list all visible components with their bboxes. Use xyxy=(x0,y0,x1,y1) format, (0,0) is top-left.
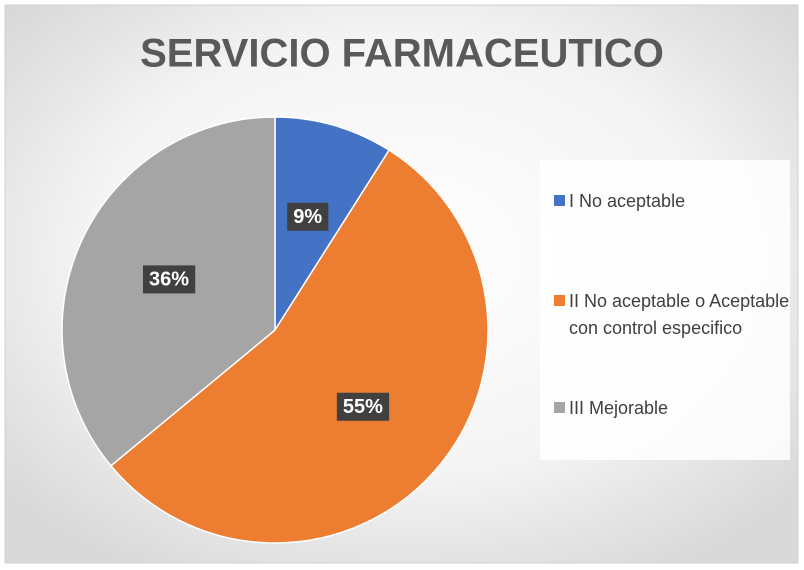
legend-swatch xyxy=(554,402,565,413)
legend-label: III Mejorable xyxy=(569,398,669,418)
legend-label: II No aceptable o Aceptable con control … xyxy=(569,291,790,338)
data-label-box xyxy=(287,202,329,231)
legend-label: I No aceptable xyxy=(569,191,686,211)
legend-item: II No aceptable o Aceptable con control … xyxy=(554,288,799,342)
legend-item: III Mejorable xyxy=(554,395,799,422)
data-label: 9% xyxy=(293,206,322,228)
chart-title: SERVICIO FARMACEUTICO xyxy=(140,32,664,76)
legend: I No aceptable II No aceptable o Aceptabl… xyxy=(540,160,790,460)
pie-slice xyxy=(109,149,489,544)
data-label-box xyxy=(336,392,390,421)
legend-item: I No aceptable xyxy=(554,188,799,215)
data-label: 55% xyxy=(343,396,383,418)
legend-swatch xyxy=(554,295,565,306)
data-label: 36% xyxy=(149,268,189,290)
legend-swatch xyxy=(554,195,565,206)
pie-slice xyxy=(274,116,391,333)
data-label-box xyxy=(142,265,196,294)
